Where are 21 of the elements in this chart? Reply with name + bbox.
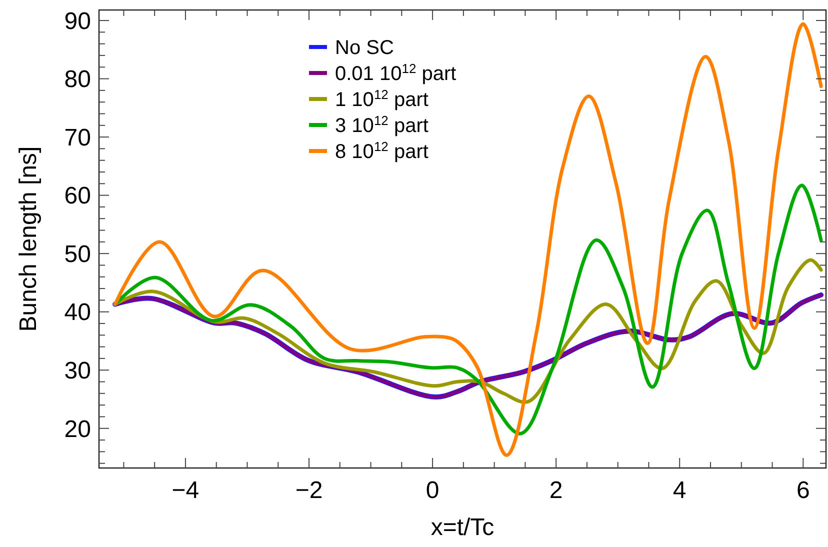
y-tick-label: 50	[64, 240, 91, 268]
y-tick-label: 40	[64, 299, 91, 326]
y-tick-label: 80	[64, 66, 91, 94]
y-tick-label: 70	[64, 124, 91, 152]
legend-label: 1 10$^{12}$ part	[335, 86, 429, 111]
x-tick-label: 2	[549, 477, 563, 504]
x-tick-label: 4	[672, 477, 686, 504]
x-axis-title: x=t/Tc	[430, 514, 494, 541]
legend-label: 8 10$^{12}$ part	[335, 138, 429, 163]
x-tick-label: 0	[426, 477, 440, 504]
legend-label: No SC	[335, 37, 394, 59]
y-tick-label: 90	[64, 8, 91, 35]
y-tick-label: 60	[64, 182, 91, 210]
x-tick-label: −4	[172, 477, 200, 504]
legend-label: 0.01 10$^{12}$ part	[335, 60, 457, 85]
y-tick-label: 30	[64, 358, 91, 385]
x-tick-label: −2	[295, 477, 323, 504]
legend-label: 3 10$^{12}$ part	[335, 112, 429, 137]
y-tick-label: 20	[64, 416, 91, 443]
y-axis-title: Bunch length [ns]	[15, 146, 42, 332]
x-tick-label: 6	[796, 477, 810, 504]
